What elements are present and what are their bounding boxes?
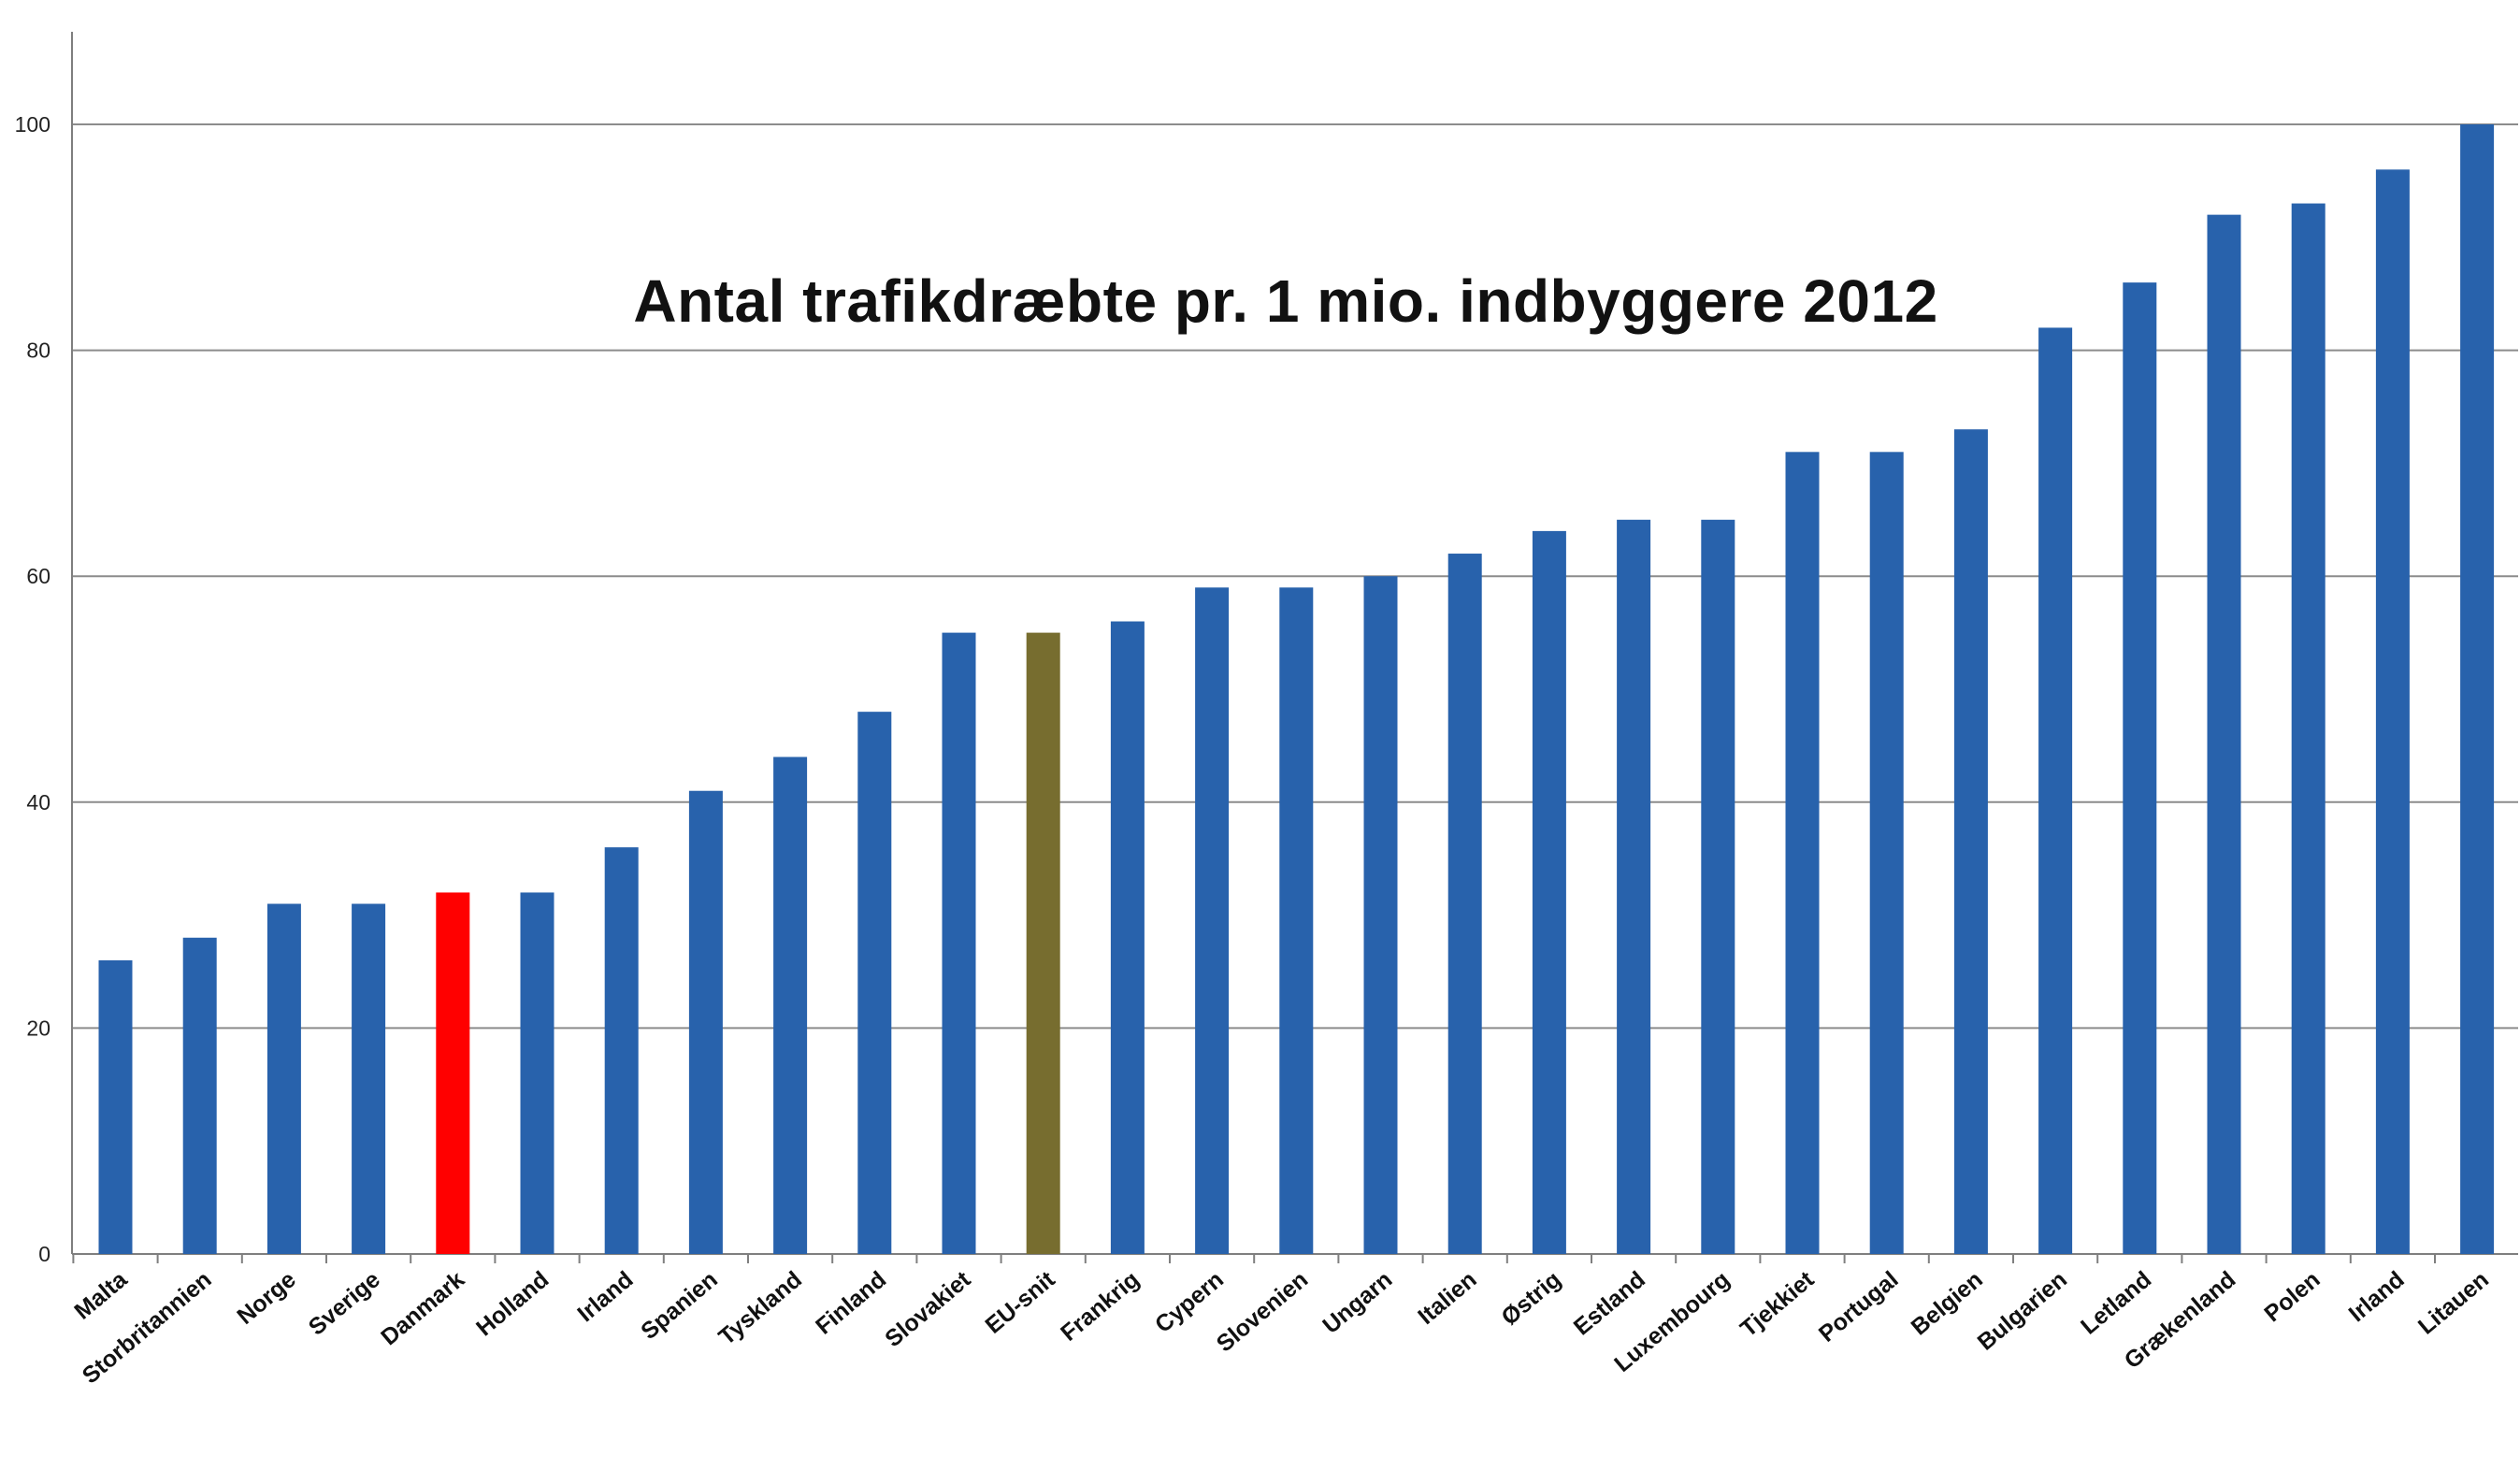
- x-tick-label: Holland: [471, 1266, 554, 1341]
- x-tick-label: Tjekkiet: [1735, 1266, 1820, 1343]
- x-tick-label: Malta: [69, 1265, 133, 1324]
- x-tick-label: Finland: [811, 1266, 891, 1340]
- bar: [1785, 452, 1820, 1254]
- x-tick-label: Slovakiet: [880, 1266, 976, 1352]
- bar: [942, 632, 976, 1254]
- x-tick-label: Ungarn: [1318, 1266, 1397, 1339]
- y-tick-label: 100: [15, 112, 50, 137]
- bar: [1617, 519, 1651, 1254]
- bar: [1110, 621, 1145, 1254]
- bar: [520, 892, 554, 1254]
- x-tick-label: Portugal: [1814, 1266, 1904, 1348]
- y-tick-label: 20: [26, 1016, 50, 1040]
- x-tick-label: Spanien: [636, 1266, 722, 1345]
- x-tick-label: Polen: [2259, 1266, 2325, 1327]
- bar: [352, 903, 386, 1254]
- x-tick-label: Norge: [232, 1266, 300, 1330]
- bar: [2291, 203, 2326, 1254]
- bar: [773, 757, 808, 1254]
- x-tick-label: Bulgarien: [1973, 1266, 2072, 1356]
- bar: [1026, 632, 1060, 1254]
- x-tick-label: Irland: [2344, 1266, 2410, 1327]
- y-tick-label: 80: [26, 339, 50, 363]
- x-tick-label: Litauen: [2413, 1266, 2494, 1340]
- bar: [688, 790, 723, 1254]
- y-tick-label: 60: [26, 564, 50, 588]
- x-tick-label: Danmark: [376, 1266, 469, 1350]
- chart-title: Antal trafikdræbte pr. 1 mio. indbyggere…: [633, 267, 1938, 335]
- bar: [1953, 429, 1988, 1254]
- bar: [1869, 452, 1904, 1254]
- x-tick-label: Østrig: [1496, 1266, 1565, 1331]
- x-tick-label: Letland: [2076, 1266, 2156, 1340]
- bar: [604, 847, 639, 1254]
- bar: [266, 903, 301, 1254]
- y-tick-label: 40: [26, 790, 50, 814]
- bar: [1279, 587, 1314, 1254]
- bar: [2460, 124, 2495, 1254]
- y-tick-label: 0: [38, 1242, 50, 1266]
- x-tick-label: Irland: [572, 1266, 638, 1327]
- x-tick-label: Cypern: [1150, 1266, 1229, 1338]
- bar: [1195, 587, 1230, 1254]
- x-tick-label: Sverige: [304, 1266, 385, 1341]
- bar: [2038, 327, 2073, 1254]
- bar: [1447, 554, 1482, 1254]
- x-tick-label: Belgien: [1907, 1266, 1988, 1340]
- bar: [2375, 169, 2410, 1254]
- x-tick-label: EU-snit: [981, 1266, 1061, 1339]
- bar: [1532, 530, 1566, 1254]
- bar: [1363, 576, 1398, 1254]
- bar: [1701, 519, 1735, 1254]
- x-tick-label: Tyskland: [713, 1266, 807, 1350]
- bar: [98, 959, 133, 1254]
- bar: [2123, 282, 2157, 1254]
- bar: [182, 937, 217, 1254]
- x-tick-label: Italien: [1413, 1266, 1481, 1330]
- bar: [857, 712, 892, 1254]
- x-tick-label: Estland: [1569, 1266, 1650, 1340]
- bar: [436, 892, 470, 1254]
- bar: [2207, 214, 2241, 1254]
- x-tick-label: Frankrig: [1056, 1266, 1145, 1347]
- x-tick-label: Slovenien: [1212, 1266, 1313, 1357]
